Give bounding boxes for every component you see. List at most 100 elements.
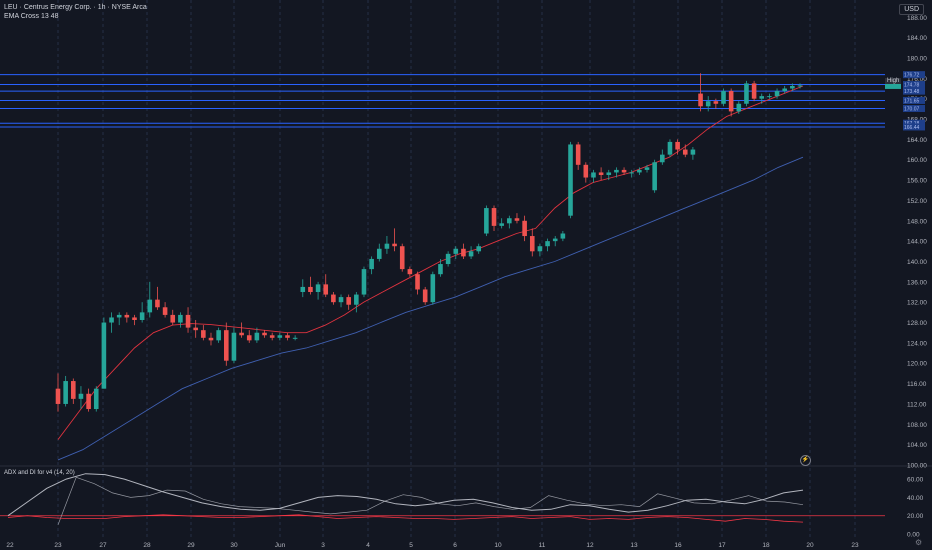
candle-body: [162, 307, 168, 315]
x-tick-label: 16: [674, 542, 682, 549]
candle-body: [308, 286, 313, 293]
candle-body: [644, 167, 650, 170]
candle-body: [705, 101, 711, 107]
candle-body: [376, 248, 382, 259]
x-tick-label: 12: [586, 542, 594, 549]
candle-body: [208, 337, 214, 341]
candle-body: [667, 141, 673, 155]
candle-body: [606, 172, 612, 175]
candle-body: [552, 238, 558, 242]
level-price-label: 166.44: [904, 125, 920, 131]
adx-line: [7, 473, 804, 517]
candle-body: [346, 297, 351, 305]
candle-body: [216, 330, 221, 341]
candle-body: [468, 251, 474, 257]
level-price-tag: [903, 71, 925, 79]
x-tick-label: 10: [494, 542, 502, 549]
ema-slow-line: [57, 156, 804, 461]
level-price-label: 170.07: [904, 106, 920, 112]
x-tick-label: 17: [718, 542, 726, 549]
x-tick-label: 13: [630, 542, 638, 549]
candle-body: [476, 246, 482, 252]
level-price-label: 174.78: [904, 83, 920, 89]
currency-button[interactable]: USD: [899, 4, 924, 15]
candle-body: [713, 101, 719, 104]
candle-body: [384, 243, 390, 249]
level-price-label: 171.65: [904, 98, 920, 104]
ema-indicator-label[interactable]: EMA Cross 13 48: [4, 13, 59, 20]
candle-body: [132, 317, 137, 320]
candle-body: [529, 236, 535, 252]
candle-body: [682, 149, 688, 155]
candle-body: [354, 294, 359, 305]
candle-body: [583, 164, 589, 178]
candle-body: [246, 335, 252, 341]
x-tick-label: Jun: [275, 542, 286, 549]
candle-body: [239, 332, 244, 336]
candle-body: [422, 289, 428, 303]
chart-title[interactable]: LEU · Centrus Energy Corp. · 1h · NYSE A…: [4, 4, 147, 11]
price-tick-label: 140.00: [907, 259, 927, 266]
candle-body: [55, 388, 61, 404]
candle-body: [338, 297, 344, 303]
candle-body: [698, 93, 703, 107]
replay-icon[interactable]: ⚡: [800, 455, 811, 466]
candle-body: [568, 144, 573, 216]
adx-tick-label: 20.00: [907, 513, 924, 520]
candle-body: [767, 96, 772, 98]
candle-body: [86, 393, 91, 410]
price-tick-label: 128.00: [907, 320, 927, 327]
adx-tick-label: 60.00: [907, 477, 924, 484]
candle-body: [292, 337, 298, 339]
candle-body: [178, 314, 183, 323]
candle-body: [269, 335, 275, 338]
price-tick-label: 148.00: [907, 218, 927, 225]
last-price-tag: [885, 81, 901, 89]
candle-body: [315, 284, 321, 293]
candle-body: [109, 317, 114, 323]
candle-body: [560, 233, 566, 239]
level-price-tag: [903, 87, 925, 95]
price-tick-label: 120.00: [907, 361, 927, 368]
candle-body: [101, 322, 107, 389]
candle-body: [751, 83, 757, 99]
price-tick-label: 156.00: [907, 178, 927, 185]
x-tick-label: 11: [539, 542, 546, 549]
x-tick-label: 22: [6, 542, 14, 549]
x-tick-label: 5: [409, 542, 413, 549]
candle-body: [728, 91, 734, 112]
candle-body: [484, 208, 489, 234]
price-tick-label: 188.00: [907, 15, 927, 22]
candle-body: [331, 294, 336, 303]
price-tick-label: 176.00: [907, 76, 927, 83]
candle-body: [790, 85, 795, 89]
candle-body: [507, 218, 512, 224]
gear-icon[interactable]: ⚙: [915, 538, 923, 547]
candle-body: [71, 381, 76, 399]
candle-body: [545, 241, 550, 247]
candle-body: [78, 393, 84, 399]
price-tick-label: 160.00: [907, 157, 927, 164]
level-price-label: 173.48: [904, 89, 920, 95]
x-tick-label: 6: [453, 542, 457, 549]
x-tick-label: 28: [143, 542, 151, 549]
di-plus-line: [57, 476, 804, 526]
adx-indicator-label[interactable]: ADX and DI for v4 (14, 20): [4, 470, 75, 476]
candle-body: [369, 258, 374, 270]
candle-body: [774, 91, 780, 97]
level-price-tag: [903, 104, 925, 112]
adx-tick-label: 40.00: [907, 495, 924, 502]
price-tick-label: 132.00: [907, 300, 927, 307]
candle-body: [461, 248, 466, 257]
x-tick-label: 30: [230, 542, 238, 549]
candle-body: [453, 248, 459, 254]
candle-body: [170, 314, 176, 323]
candle-body: [537, 246, 543, 252]
candle-body: [399, 246, 405, 270]
price-tick-label: 116.00: [907, 381, 927, 388]
candle-body: [445, 253, 451, 265]
candle-body: [407, 269, 413, 275]
candle-body: [736, 103, 742, 112]
candle-body: [690, 149, 696, 155]
